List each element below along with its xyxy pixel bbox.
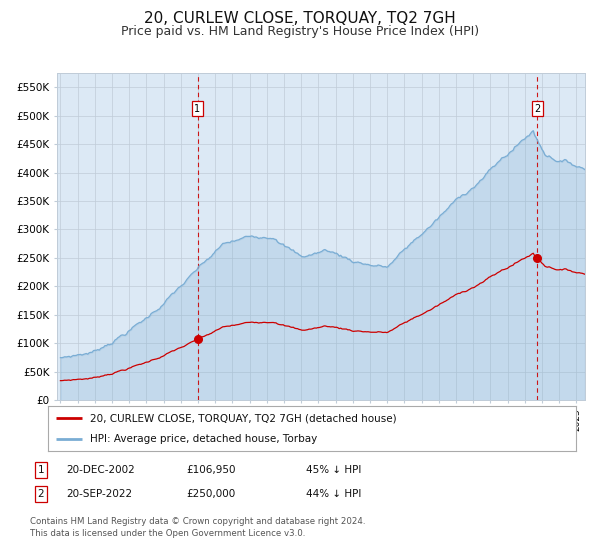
Text: £250,000: £250,000 <box>186 489 235 499</box>
Text: HPI: Average price, detached house, Torbay: HPI: Average price, detached house, Torb… <box>90 433 317 444</box>
Text: £106,950: £106,950 <box>186 465 235 475</box>
Text: 2: 2 <box>534 104 541 114</box>
Text: 2: 2 <box>37 489 44 499</box>
Text: 1: 1 <box>37 465 44 475</box>
Text: 20-SEP-2022: 20-SEP-2022 <box>66 489 132 499</box>
Text: Price paid vs. HM Land Registry's House Price Index (HPI): Price paid vs. HM Land Registry's House … <box>121 25 479 38</box>
Text: 20, CURLEW CLOSE, TORQUAY, TQ2 7GH: 20, CURLEW CLOSE, TORQUAY, TQ2 7GH <box>144 11 456 26</box>
Text: 1: 1 <box>194 104 200 114</box>
Text: 44% ↓ HPI: 44% ↓ HPI <box>306 489 361 499</box>
Text: Contains HM Land Registry data © Crown copyright and database right 2024.
This d: Contains HM Land Registry data © Crown c… <box>30 517 365 538</box>
Text: 45% ↓ HPI: 45% ↓ HPI <box>306 465 361 475</box>
Text: 20-DEC-2002: 20-DEC-2002 <box>66 465 135 475</box>
Text: 20, CURLEW CLOSE, TORQUAY, TQ2 7GH (detached house): 20, CURLEW CLOSE, TORQUAY, TQ2 7GH (deta… <box>90 413 397 423</box>
